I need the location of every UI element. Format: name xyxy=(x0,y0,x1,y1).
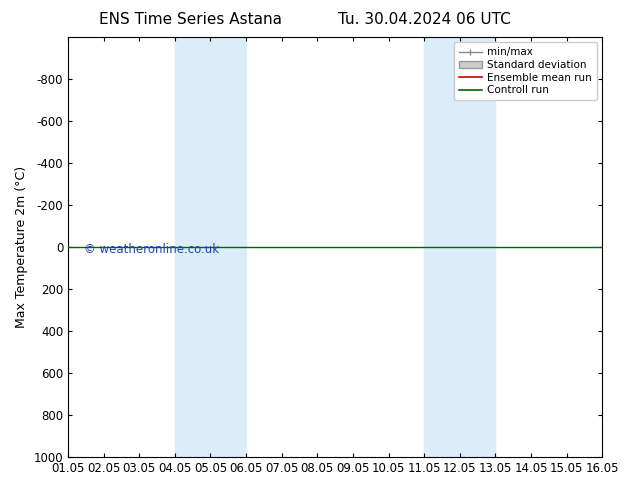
Y-axis label: Max Temperature 2m (°C): Max Temperature 2m (°C) xyxy=(15,166,28,328)
Text: ENS Time Series Astana: ENS Time Series Astana xyxy=(99,12,281,27)
Bar xyxy=(424,37,495,457)
Legend: min/max, Standard deviation, Ensemble mean run, Controll run: min/max, Standard deviation, Ensemble me… xyxy=(454,42,597,100)
Bar xyxy=(175,37,246,457)
Text: Tu. 30.04.2024 06 UTC: Tu. 30.04.2024 06 UTC xyxy=(339,12,511,27)
Text: © weatheronline.co.uk: © weatheronline.co.uk xyxy=(84,243,219,256)
